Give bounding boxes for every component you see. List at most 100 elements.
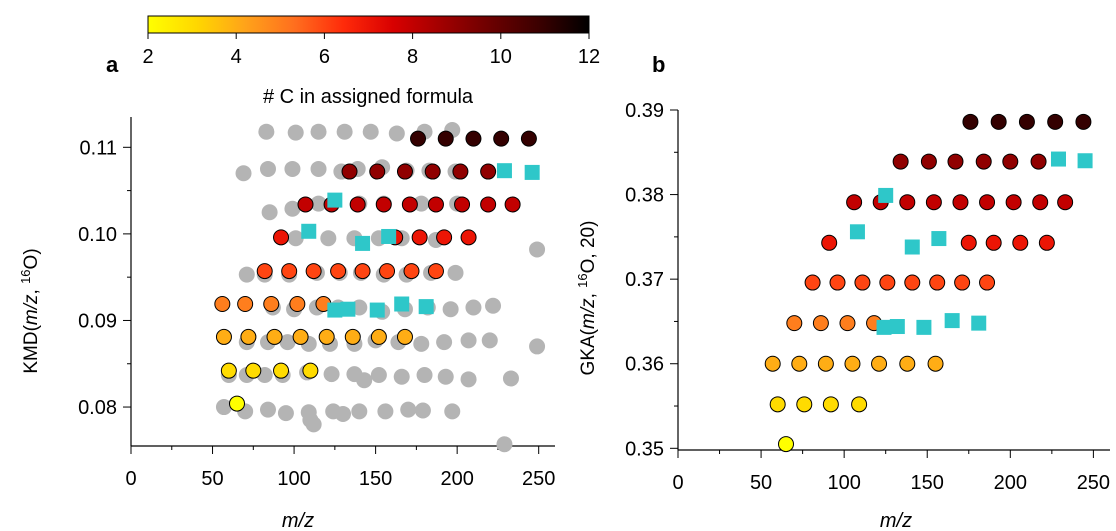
data-point [481, 332, 498, 349]
data-point [416, 367, 433, 384]
x-tick-label: 250 [1077, 472, 1110, 494]
x-tick-label: 200 [440, 468, 473, 490]
data-point [947, 153, 964, 170]
data-point [889, 319, 905, 335]
data-point [292, 328, 309, 345]
x-axis-label-b: m/z [880, 510, 912, 531]
data-point [444, 403, 461, 420]
x-tick-label: 250 [522, 468, 555, 490]
data-point [388, 125, 405, 142]
data-point [263, 296, 280, 313]
data-point [381, 228, 397, 244]
data-point [323, 366, 340, 383]
data-point [493, 130, 510, 147]
data-point [335, 405, 351, 422]
data-point [393, 368, 410, 385]
data-point [413, 195, 430, 212]
data-point [414, 402, 431, 419]
data-point [356, 372, 373, 389]
data-point [284, 160, 301, 177]
series-cyan-square-a [301, 163, 540, 318]
y-axis-label-a: KMD(m/z, 16O) [18, 248, 43, 373]
data-point [975, 153, 992, 170]
data-point [952, 194, 969, 211]
colorbar-tick-label: 10 [490, 46, 512, 68]
data-point [355, 235, 371, 251]
data-point [460, 229, 477, 246]
data-point [962, 113, 979, 130]
data-point [929, 274, 946, 291]
data-point [413, 335, 430, 352]
x-tick-label: 200 [994, 472, 1027, 494]
data-point [1075, 113, 1092, 130]
series-colored-circle-a [214, 130, 537, 412]
data-point [1077, 153, 1093, 169]
y-tick-label: 0.08 [78, 397, 117, 419]
data-point [370, 328, 387, 345]
data-point [336, 123, 353, 140]
data-point [238, 266, 255, 283]
data-point [437, 368, 454, 385]
data-point [496, 163, 512, 179]
data-point [876, 319, 892, 335]
y-tick-label: 0.38 [625, 185, 664, 207]
data-point [411, 229, 428, 246]
data-point [979, 194, 996, 211]
data-point [237, 296, 254, 313]
data-point [215, 399, 232, 416]
y-tick-label: 0.11 [80, 137, 117, 159]
data-point [879, 274, 896, 291]
colorbar-gradient [147, 15, 590, 34]
data-point [460, 332, 477, 349]
data-point [330, 263, 347, 280]
data-point [496, 436, 513, 453]
data-point [1012, 234, 1029, 251]
data-point [320, 230, 337, 247]
data-point [804, 274, 821, 291]
data-point [436, 229, 453, 246]
data-point [764, 355, 781, 372]
data-point [502, 370, 519, 387]
data-point [379, 263, 396, 280]
data-point [778, 436, 794, 453]
data-point [327, 192, 343, 208]
data-point [442, 301, 459, 318]
data-point [305, 263, 322, 280]
data-point [1032, 194, 1049, 211]
data-point [822, 396, 839, 413]
data-point [370, 367, 387, 384]
colorbar-tick-label: 4 [231, 46, 242, 68]
data-point [427, 196, 444, 213]
x-axis-label-text-b: m/z [880, 510, 912, 531]
colorbar-label: # C in assigned formula [263, 86, 474, 108]
data-point [436, 334, 453, 351]
data-point [305, 416, 322, 433]
data-point [1002, 153, 1019, 170]
data-point [529, 241, 546, 258]
colorbar-tick-label: 6 [319, 46, 330, 68]
data-point [396, 328, 413, 345]
data-point [916, 319, 932, 335]
data-point [396, 163, 413, 180]
data-point [259, 401, 276, 418]
data-point [796, 396, 813, 413]
data-point [284, 200, 301, 217]
series-colored-circle-b [764, 113, 1092, 453]
data-point [927, 355, 944, 372]
data-point [1005, 194, 1022, 211]
data-point [817, 355, 834, 372]
data-point [297, 196, 314, 213]
data-point [846, 194, 863, 211]
colorbar-tick-label: 8 [407, 46, 418, 68]
data-point [1047, 113, 1064, 130]
data-point [287, 124, 304, 141]
x-tick-label: 50 [750, 472, 772, 494]
colorbar-tick-label: 12 [578, 46, 600, 68]
data-point [878, 187, 894, 203]
data-point [215, 328, 232, 345]
y-tick-label: 0.36 [625, 354, 664, 376]
data-point [394, 296, 410, 312]
x-tick-label: 100 [827, 472, 860, 494]
panel-b: b 0 50 100 150 200 250 0.35 0.36 0.37 0.38 0.39 m/… [575, 52, 1111, 531]
